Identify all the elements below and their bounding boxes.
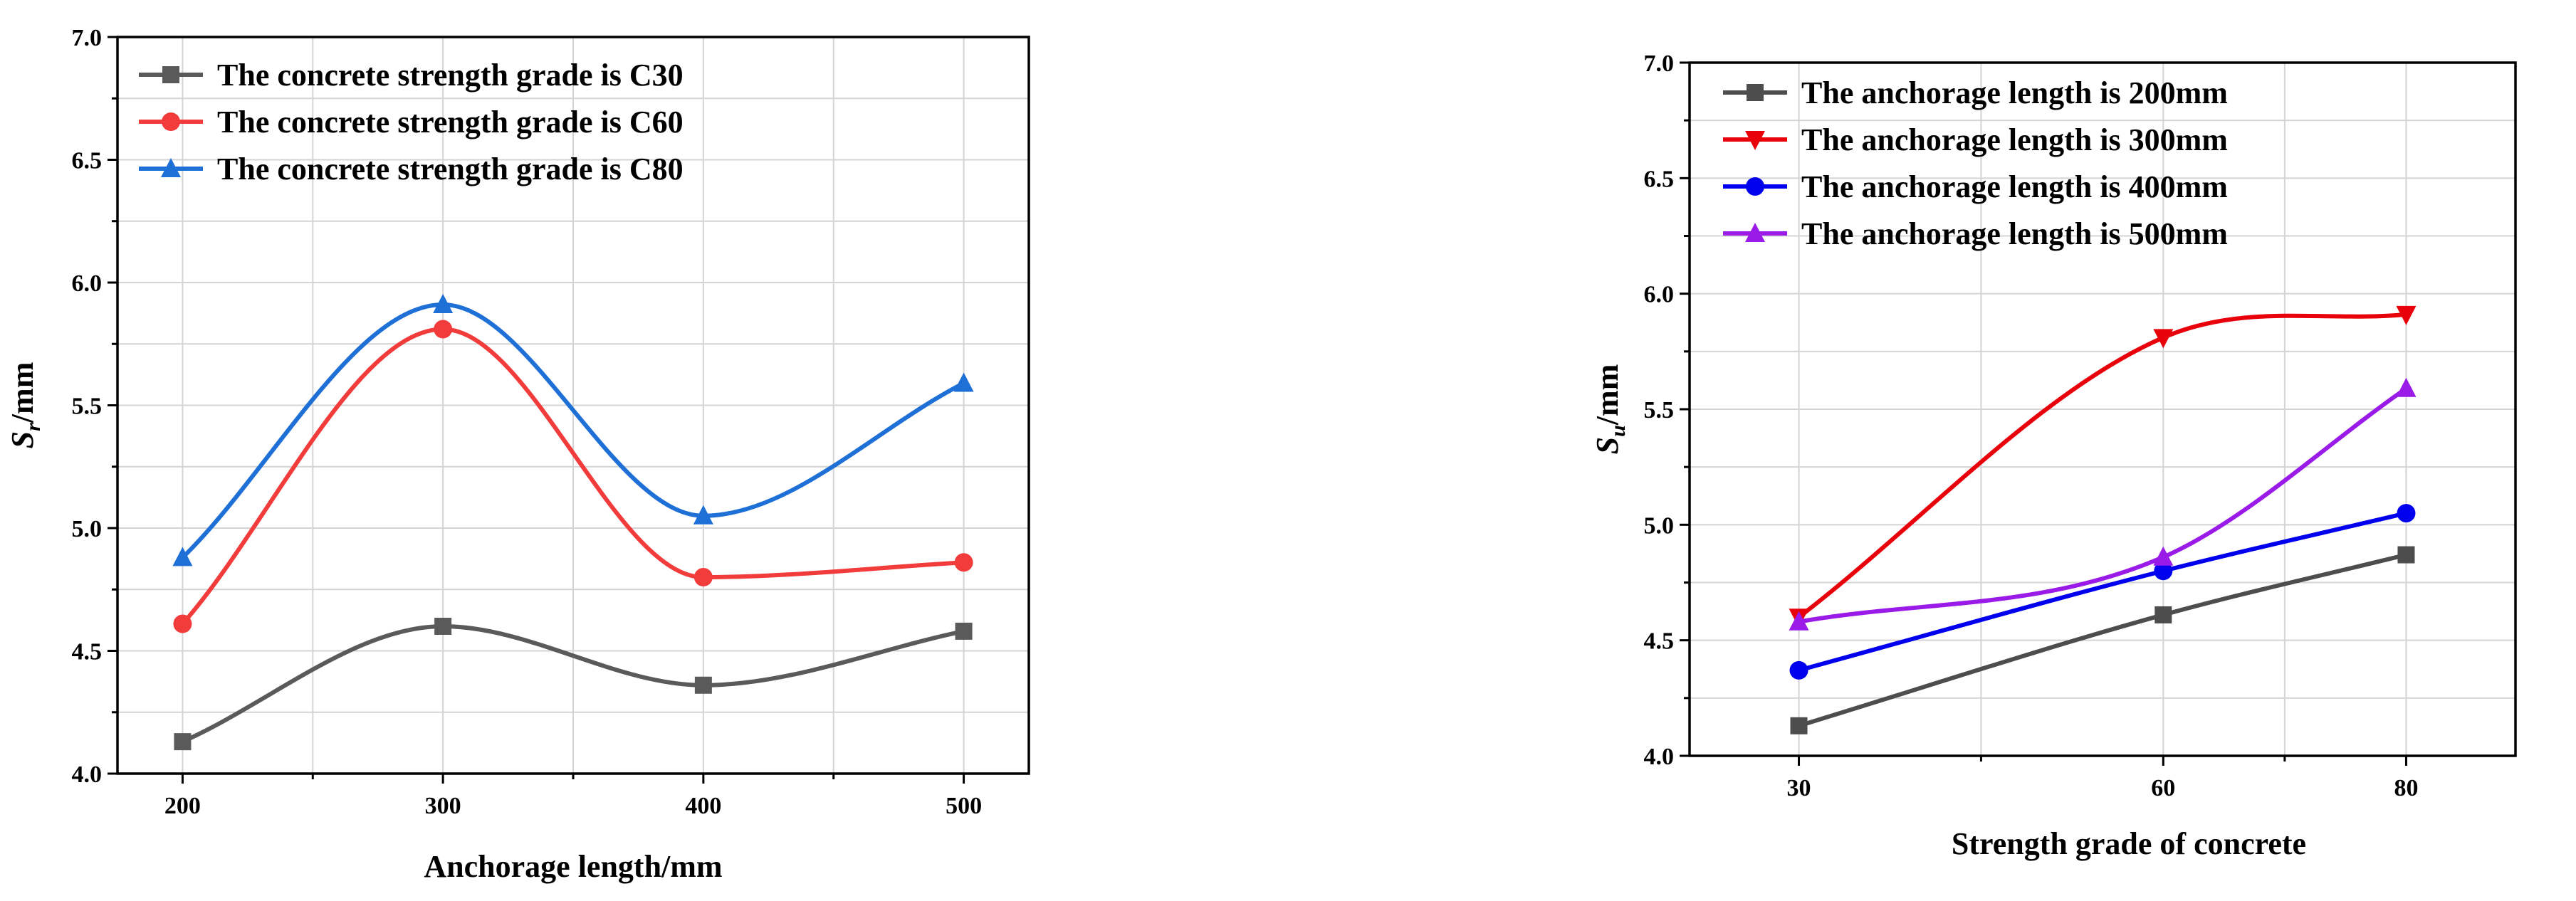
y-tick-label: 5.5 — [72, 394, 103, 420]
axes: 30 60 80 4.0 4.5 5.0 5.5 6.0 6.5 7.0 — [1644, 51, 2419, 801]
data-point — [1789, 660, 1808, 680]
y-axis-title: Sr/mm — [5, 362, 45, 449]
data-point — [954, 553, 973, 572]
legend-marker — [1745, 131, 1765, 150]
data-point — [434, 320, 453, 339]
data-point — [2154, 562, 2173, 581]
x-tick-label: 400 — [685, 793, 721, 819]
x-axis-title: Strength grade of concrete — [1952, 826, 2306, 861]
series-line — [1796, 386, 2409, 624]
data-point — [433, 294, 454, 314]
y-axis-title-symbol: S — [1590, 437, 1625, 454]
data-point — [172, 547, 193, 567]
y-tick-label: 4.0 — [1644, 744, 1675, 770]
y-tick-label: 5.0 — [72, 516, 103, 542]
series-line — [1796, 552, 2409, 728]
data-point — [953, 372, 974, 392]
legend-label: The concrete strength grade is C80 — [217, 152, 684, 186]
legend-marker — [162, 66, 179, 83]
data-point — [2396, 377, 2417, 397]
series-4 — [1789, 377, 2417, 631]
data-point — [2153, 329, 2174, 349]
legend-marker — [161, 158, 181, 177]
series-line — [1796, 312, 2409, 620]
legend-label: The anchorage length is 500mm — [1801, 216, 2228, 251]
data-point — [174, 733, 192, 751]
data-point — [694, 676, 712, 694]
data-point — [434, 618, 452, 635]
x-tick-label: 80 — [2394, 775, 2418, 801]
series-1 — [174, 618, 973, 751]
y-tick-label: 7.0 — [72, 25, 103, 51]
legend-label: The anchorage length is 200mm — [1801, 75, 2228, 110]
legend-label: The concrete strength grade is C60 — [217, 105, 684, 139]
series-2 — [173, 320, 973, 633]
y-tick-label: 6.0 — [1644, 282, 1675, 308]
y-tick-label: 4.5 — [72, 639, 103, 665]
y-tick-label: 5.0 — [1644, 512, 1675, 539]
y-axis-title-subscript: r — [21, 423, 45, 431]
x-tick-label: 200 — [164, 793, 201, 819]
data-point — [1789, 611, 1809, 631]
series-3 — [172, 294, 974, 567]
data-point — [955, 622, 973, 640]
y-axis-title-symbol: S — [5, 431, 40, 448]
legend: The concrete strength grade is C30 The co… — [139, 58, 684, 186]
data-point — [693, 568, 713, 586]
data-point — [2153, 546, 2174, 566]
legend-marker — [162, 112, 180, 131]
x-axis-title: Anchorage length/mm — [424, 849, 722, 884]
y-axis-title-subscript: u — [1606, 425, 1630, 437]
legend: The anchorage length is 200mm The anchora… — [1723, 75, 2228, 251]
legend-label: The concrete strength grade is C30 — [217, 58, 684, 93]
y-axis-title: Su/mm — [1590, 364, 1630, 455]
y-axis-title-unit: /mm — [5, 362, 40, 424]
legend-marker — [1747, 84, 1764, 101]
y-tick-label: 7.0 — [1644, 51, 1675, 77]
x-tick-label: 500 — [946, 793, 982, 819]
gridlines — [117, 36, 1029, 774]
chart-panel-2: 30 60 80 4.0 4.5 5.0 5.5 6.0 6.5 7.0 Strength grad… — [1590, 51, 2517, 861]
data-point — [2397, 546, 2415, 564]
series-1 — [1790, 546, 2415, 734]
gridlines — [1690, 62, 2515, 757]
y-axis-title-unit: /mm — [1590, 364, 1625, 426]
data-point — [693, 505, 713, 525]
legend-label: The anchorage length is 400mm — [1801, 169, 2228, 204]
legend-marker — [1745, 223, 1765, 242]
legend-marker — [1746, 177, 1764, 196]
data-point — [2396, 305, 2417, 325]
y-tick-label: 5.5 — [1644, 397, 1675, 423]
y-tick-label: 4.5 — [1644, 628, 1675, 655]
data-point — [2397, 504, 2416, 523]
x-tick-label: 300 — [425, 793, 461, 819]
data-point — [173, 614, 192, 633]
series-3 — [1789, 504, 2416, 680]
y-tick-label: 6.5 — [1644, 166, 1675, 192]
series-line — [1796, 511, 2409, 673]
y-tick-label: 6.0 — [72, 270, 103, 297]
x-tick-label: 60 — [2151, 775, 2175, 801]
x-tick-label: 30 — [1787, 775, 1811, 801]
series-line — [180, 302, 966, 560]
axes: 200 300 400 500 4.0 4.5 5.0 5.5 6.0 6.5 7.0 — [72, 25, 983, 819]
chart-panel-1: 200 300 400 500 4.0 4.5 5.0 5.5 6.0 6.5 7.0 Anchora… — [5, 25, 1030, 884]
y-tick-label: 6.5 — [72, 148, 103, 174]
data-point — [2154, 606, 2172, 623]
series-line — [180, 624, 966, 744]
y-tick-label: 4.0 — [72, 762, 103, 788]
series-line — [180, 327, 966, 626]
legend-label: The anchorage length is 300mm — [1801, 122, 2228, 157]
data-point — [1790, 717, 1808, 734]
